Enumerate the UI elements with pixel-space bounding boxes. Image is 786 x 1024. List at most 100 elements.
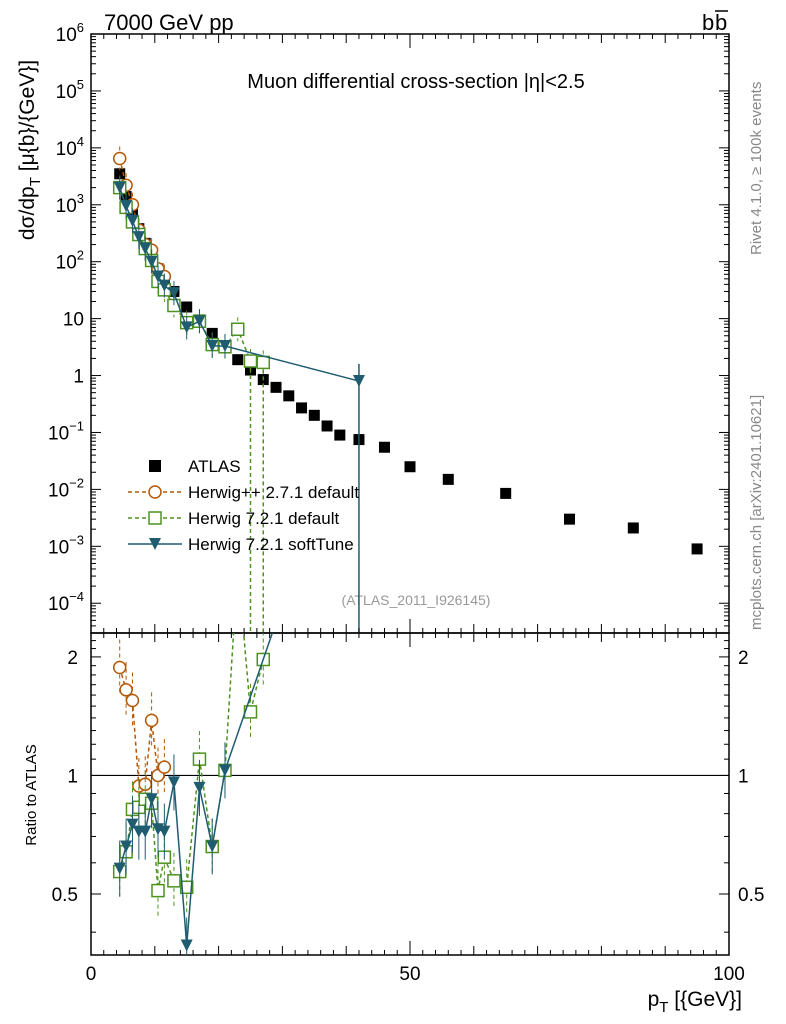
header-right-b: b (702, 10, 714, 35)
ratio-y-tick-label-right: 1 (738, 766, 749, 787)
y-tick-label: 10−1 (48, 418, 84, 444)
data-point (500, 487, 512, 499)
ratio-point (151, 883, 165, 898)
legend-marker (149, 460, 161, 472)
legend-marker (148, 511, 162, 525)
x-tick-label: 0 (86, 964, 97, 985)
ratio-series-3 (113, 633, 274, 955)
data-point (352, 375, 365, 388)
y-tick-label: 10 (63, 310, 84, 331)
series-3 (113, 175, 365, 633)
legend: ATLAS Herwig++ 2.7.1 default Herwig 7.2.1 … (128, 457, 359, 554)
data-point (158, 279, 171, 292)
y-tick-label: 1 (73, 367, 84, 388)
y-tick-label: 10−4 (48, 589, 84, 615)
ratio-y-tick-label: 0.5 (52, 885, 78, 906)
data-point (113, 181, 126, 194)
x-ticks (90, 34, 730, 955)
y-tick-label: 106 (56, 20, 84, 46)
ratio-line (118, 633, 264, 891)
y-tick-label: 10−3 (48, 532, 84, 558)
ratio-point (206, 840, 219, 853)
y-tick-label: 105 (56, 77, 84, 103)
ratio-series-2 (112, 560, 271, 919)
data-point (145, 255, 158, 268)
data-point (691, 543, 703, 555)
ratio-point (119, 683, 133, 697)
ratio-line (118, 667, 165, 788)
data-point (270, 381, 282, 393)
data-point (283, 390, 295, 402)
data-point (167, 287, 180, 300)
ratio-axis-label: Ratio to ATLAS (23, 744, 40, 845)
legend-label: ATLAS (188, 457, 241, 476)
series-2 (112, 175, 271, 633)
ratio-point (232, 560, 244, 572)
data-point (139, 242, 152, 255)
data-point (308, 409, 320, 421)
legend-label: Herwig++ 2.7.1 default (188, 483, 359, 502)
rivet-label: Rivet 4.1.0, ≥ 100k events (748, 82, 765, 255)
series-line (118, 187, 264, 364)
ratio-point (145, 793, 158, 806)
data-point (334, 429, 346, 441)
ratio-point (157, 760, 172, 774)
data-point (627, 522, 639, 534)
ratio-plot: 0 50 100 0.5 0.5 1 1 2 2 (52, 34, 764, 985)
mcplots-label: mcplots.cern.ch [arXiv:2401.10621] (748, 395, 765, 630)
ratio-point (113, 862, 126, 875)
data-point (180, 321, 193, 334)
y-tick-label: 10−2 (48, 475, 84, 501)
data-point (181, 301, 193, 313)
legend-label: Herwig 7.2.1 default (188, 509, 339, 528)
data-point (132, 231, 145, 244)
header-right: b b (702, 10, 728, 35)
y-tick-label: 103 (56, 191, 84, 217)
ratio-point (139, 825, 152, 838)
data-point (112, 151, 127, 166)
data-point (321, 420, 333, 432)
ratio-point (218, 764, 231, 777)
data-point (243, 354, 258, 368)
data-point (193, 315, 206, 328)
y-tick-label: 102 (56, 248, 84, 274)
ratio-point (158, 825, 171, 838)
ratio-frame-border (90, 632, 730, 956)
ratio-series-1 (112, 639, 172, 815)
series-1 (112, 146, 172, 289)
ratio-point (120, 840, 133, 853)
header-left: 7000 GeV pp (104, 10, 234, 35)
ratio-point (179, 880, 194, 895)
y-tick-label: 104 (56, 134, 84, 160)
data-point (126, 214, 139, 227)
data-point (404, 461, 416, 473)
data-point (206, 340, 219, 353)
data-point (218, 340, 231, 353)
x-tick-label: 50 (399, 964, 420, 985)
x-axis-label: pT [{GeV}] (648, 988, 742, 1016)
ratio-point (193, 781, 206, 794)
ratio-y-tick-label-right: 0.5 (738, 885, 764, 906)
ratio-point (126, 818, 139, 831)
legend-marker (148, 485, 162, 499)
data-point (442, 473, 454, 485)
ratio-point (167, 874, 181, 888)
ratio-point (125, 693, 140, 708)
ratio-point (112, 660, 127, 675)
ratio-point (167, 776, 180, 789)
legend-label: Herwig 7.2.1 softTune (188, 535, 354, 554)
ratio-y-tick-label: 2 (67, 648, 78, 669)
data-point (564, 513, 575, 525)
chart-title: Muon differential cross-section |η|<2.5 (247, 71, 584, 93)
ratio-layer (112, 560, 274, 955)
y-ticks (91, 36, 729, 634)
data-point (151, 270, 164, 283)
ratio-point (180, 939, 193, 952)
y-axis-label: dσ/dpT [μ{b}/{GeV}] (16, 60, 44, 240)
series-layer (112, 146, 703, 633)
x-tick-label: 100 (713, 964, 745, 985)
data-point (256, 355, 271, 370)
y-axis-label-text: dσ/dpT [μ{b}/{GeV}] (16, 60, 44, 240)
